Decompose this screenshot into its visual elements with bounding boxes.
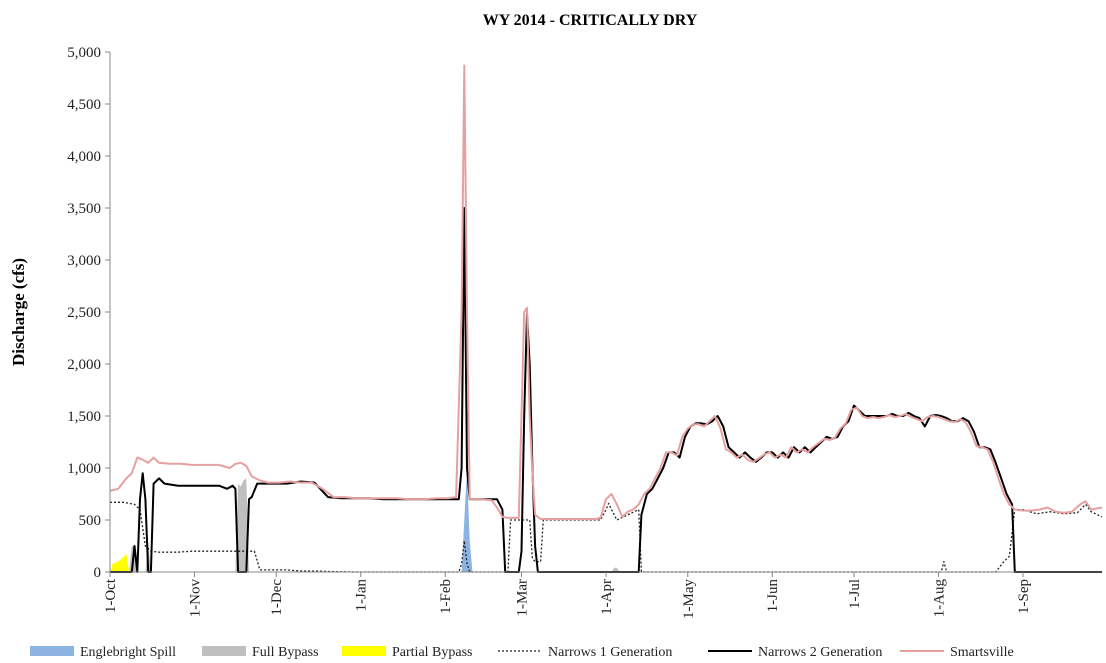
- legend: Englebright Spill Full Bypass Partial Bypa…: [30, 645, 1014, 660]
- y-axis-label: Discharge (cfs): [9, 258, 28, 366]
- x-axis: 1-Oct 1-Nov 1-Dec 1-Jan 1-Feb 1-Mar 1-Apr 1-May…: [103, 571, 1102, 619]
- x-tick-label: 1-Sep: [1016, 579, 1032, 614]
- x-tick-label: 1-Apr: [599, 579, 615, 615]
- x-tick-label: 1-Oct: [103, 578, 119, 613]
- x-tick-label: 1-May: [681, 579, 697, 619]
- y-tick-label: 0: [94, 565, 102, 581]
- y-tick-label: 1,000: [67, 461, 101, 477]
- y-tick-label: 4,000: [67, 149, 101, 165]
- legend-label-narrows-2-generation: Narrows 2 Generation: [758, 645, 882, 660]
- legend-swatch-full-bypass: [202, 646, 246, 656]
- legend-label-smartsville: Smartsville: [950, 645, 1014, 660]
- x-tick-label: 1-Dec: [269, 579, 285, 616]
- x-tick-label: 1-Aug: [931, 579, 947, 618]
- x-tick-label: 1-Feb: [438, 579, 454, 614]
- legend-label-partial-bypass: Partial Bypass: [392, 645, 473, 660]
- series-narrows-1-generation: [110, 501, 1103, 573]
- series-full-bypass: [129, 478, 620, 572]
- series-partial-bypass: [110, 554, 130, 572]
- legend-label-full-bypass: Full Bypass: [252, 645, 319, 660]
- y-tick-label: 500: [79, 513, 102, 529]
- y-tick-label: 1,500: [67, 409, 101, 425]
- legend-label-narrows-1-generation: Narrows 1 Generation: [548, 645, 672, 660]
- series-smartsville: [109, 64, 1103, 520]
- legend-label-englebright-spill: Englebright Spill: [80, 645, 176, 660]
- plot-area: [109, 64, 1103, 573]
- x-tick-label: 1-Mar: [515, 579, 531, 617]
- x-tick-label: 1-Jun: [765, 579, 781, 613]
- y-tick-label: 3,500: [67, 201, 101, 217]
- y-tick-label: 5,000: [67, 45, 101, 61]
- chart-title: WY 2014 - CRITICALLY DRY: [483, 12, 698, 29]
- legend-swatch-englebright-spill: [30, 646, 74, 656]
- x-tick-label: 1-Jul: [847, 579, 863, 609]
- x-tick-label: 1-Jan: [354, 579, 370, 612]
- y-tick-label: 3,000: [67, 253, 101, 269]
- series-englebright-spill: [461, 470, 473, 572]
- y-tick-label: 2,000: [67, 357, 101, 373]
- y-tick-label: 2,500: [67, 305, 101, 321]
- series-narrows-2-generation: [110, 207, 1102, 573]
- legend-swatch-partial-bypass: [342, 646, 386, 656]
- x-tick-label: 1-Nov: [187, 579, 203, 618]
- y-axis: 0 500 1,000 1,500 2,000 2,500 3,000 3,500 4,000 4…: [67, 45, 111, 581]
- y-tick-label: 4,500: [67, 97, 101, 113]
